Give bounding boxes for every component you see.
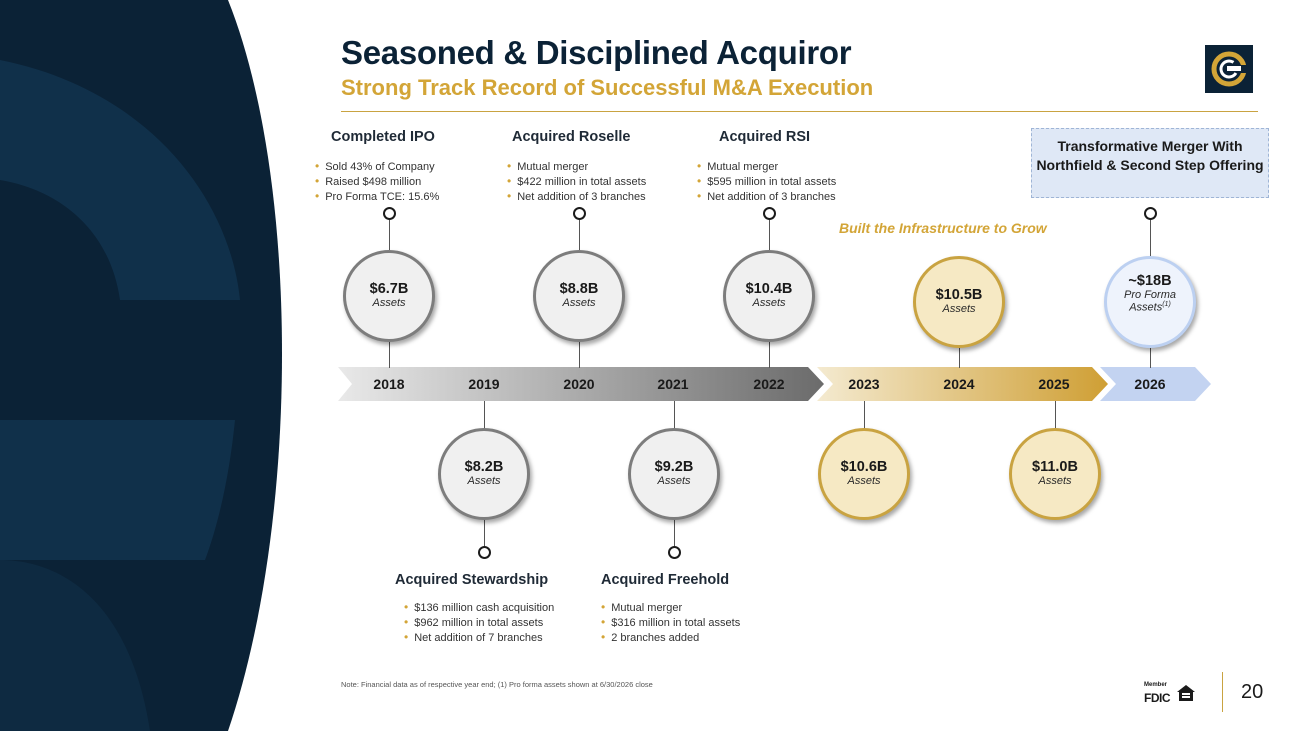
assets-label: Assets [562, 297, 596, 309]
connector-line [959, 348, 960, 368]
bullet-item: Mutual merger [697, 159, 836, 174]
timeline-segment-recent [817, 367, 1108, 401]
assets-label: Pro Forma [1124, 289, 1176, 301]
assets-label-line2: Assets(1) [1129, 301, 1171, 314]
assets-value: $11.0B [1032, 459, 1078, 475]
assets-value: $10.5B [935, 287, 983, 303]
page-title: Seasoned & Disciplined Acquiror [341, 34, 852, 71]
connector-line [769, 342, 770, 368]
event-title-rsi: Acquired RSI [719, 129, 811, 145]
assets-value: $10.4B [745, 281, 793, 297]
milestone-marker [1144, 207, 1157, 220]
bullet-item: $595 million in total assets [697, 174, 836, 189]
connector-line [389, 218, 390, 250]
bullet-item: Mutual merger [601, 600, 740, 615]
timeline-segment-past [338, 367, 824, 401]
assets-label: Assets [847, 475, 881, 487]
assets-circle-2026: ~$18B Pro Forma Assets(1) [1104, 256, 1196, 348]
background-shape [0, 0, 282, 731]
bullet-item: Mutual merger [507, 159, 646, 174]
connector-line [674, 520, 675, 547]
title-divider [341, 111, 1258, 112]
infrastructure-label: Built the Infrastructure to Grow [839, 220, 1047, 236]
timeline-segment-future [1100, 367, 1211, 401]
connector-line [484, 520, 485, 547]
connector-line [1150, 218, 1151, 256]
assets-circle-2021: $9.2B Assets [628, 428, 720, 520]
event-title-stewardship: Acquired Stewardship [395, 572, 549, 588]
assets-value: $9.2B [654, 459, 694, 475]
assets-circle-2020: $8.8B Assets [533, 250, 625, 342]
bullet-item: Raised $498 million [315, 174, 439, 189]
assets-circle-2019: $8.2B Assets [438, 428, 530, 520]
year-label: 2021 [657, 376, 689, 392]
event-bullets-stewardship: $136 million cash acquisition $962 milli… [404, 600, 554, 645]
assets-value: $8.2B [464, 459, 504, 475]
connector-line [674, 401, 675, 429]
year-label: 2024 [943, 376, 975, 392]
assets-value: $10.6B [840, 459, 888, 475]
milestone-marker [383, 207, 396, 220]
assets-label: Assets [942, 303, 976, 315]
assets-label: Assets [657, 475, 691, 487]
milestone-marker [763, 207, 776, 220]
milestone-marker [573, 207, 586, 220]
bullet-item: Pro Forma TCE: 15.6% [315, 189, 439, 204]
connector-line [1055, 401, 1056, 429]
year-label: 2019 [468, 376, 500, 392]
bullet-item: $136 million cash acquisition [404, 600, 554, 615]
assets-circle-2022: $10.4B Assets [723, 250, 815, 342]
footer-divider [1222, 672, 1223, 712]
assets-value: $6.7B [369, 281, 409, 297]
event-bullets-freehold: Mutual merger $316 million in total asse… [601, 600, 740, 645]
year-label: 2023 [848, 376, 880, 392]
bullet-item: 2 branches added [601, 630, 740, 645]
year-label: 2020 [563, 376, 595, 392]
connector-line [389, 342, 390, 368]
page-number: 20 [1241, 681, 1264, 703]
connector-line [579, 218, 580, 250]
assets-value: $8.8B [559, 281, 599, 297]
connector-line [579, 342, 580, 368]
bullet-item: $422 million in total assets [507, 174, 646, 189]
event-bullets-rsi: Mutual merger $595 million in total asse… [697, 159, 836, 204]
assets-circle-2024: $10.5B Assets [913, 256, 1005, 348]
bullet-item: Sold 43% of Company [315, 159, 439, 174]
bullet-item: Net addition of 3 branches [507, 189, 646, 204]
event-title-ipo: Completed IPO [331, 129, 435, 145]
year-label: 2018 [373, 376, 405, 392]
assets-circle-2018: $6.7B Assets [343, 250, 435, 342]
assets-value: ~$18B [1128, 273, 1172, 289]
year-label: 2025 [1038, 376, 1070, 392]
year-label: 2022 [753, 376, 785, 392]
connector-line [484, 401, 485, 429]
assets-label: Assets [1038, 475, 1072, 487]
bullet-item: Net addition of 7 branches [404, 630, 554, 645]
event-title-roselle: Acquired Roselle [512, 129, 631, 145]
year-label: 2026 [1134, 376, 1166, 392]
bullet-item: Net addition of 3 branches [697, 189, 836, 204]
equal-housing-icon [1177, 685, 1196, 701]
milestone-marker [478, 546, 491, 559]
milestone-marker [668, 546, 681, 559]
assets-label: Assets [752, 297, 786, 309]
timeline-bar [338, 367, 1211, 401]
assets-circle-2025: $11.0B Assets [1009, 428, 1101, 520]
connector-line [864, 401, 865, 429]
connector-line [769, 218, 770, 250]
bullet-item: $316 million in total assets [601, 615, 740, 630]
footnote: Note: Financial data as of respective ye… [341, 680, 653, 689]
assets-circle-2023: $10.6B Assets [818, 428, 910, 520]
assets-label: Assets [467, 475, 501, 487]
fdic-logo: Member FDIC [1144, 682, 1196, 707]
connector-line [1150, 342, 1151, 368]
event-bullets-roselle: Mutual merger $422 million in total asse… [507, 159, 646, 204]
event-bullets-ipo: Sold 43% of Company Raised $498 million … [315, 159, 439, 204]
merger-callout: Transformative Merger With Northfield & … [1031, 128, 1269, 198]
event-title-freehold: Acquired Freehold [601, 572, 730, 588]
page-subtitle: Strong Track Record of Successful M&A Ex… [341, 75, 874, 100]
bullet-item: $962 million in total assets [404, 615, 554, 630]
assets-label: Assets [372, 297, 406, 309]
company-logo [1205, 45, 1253, 93]
